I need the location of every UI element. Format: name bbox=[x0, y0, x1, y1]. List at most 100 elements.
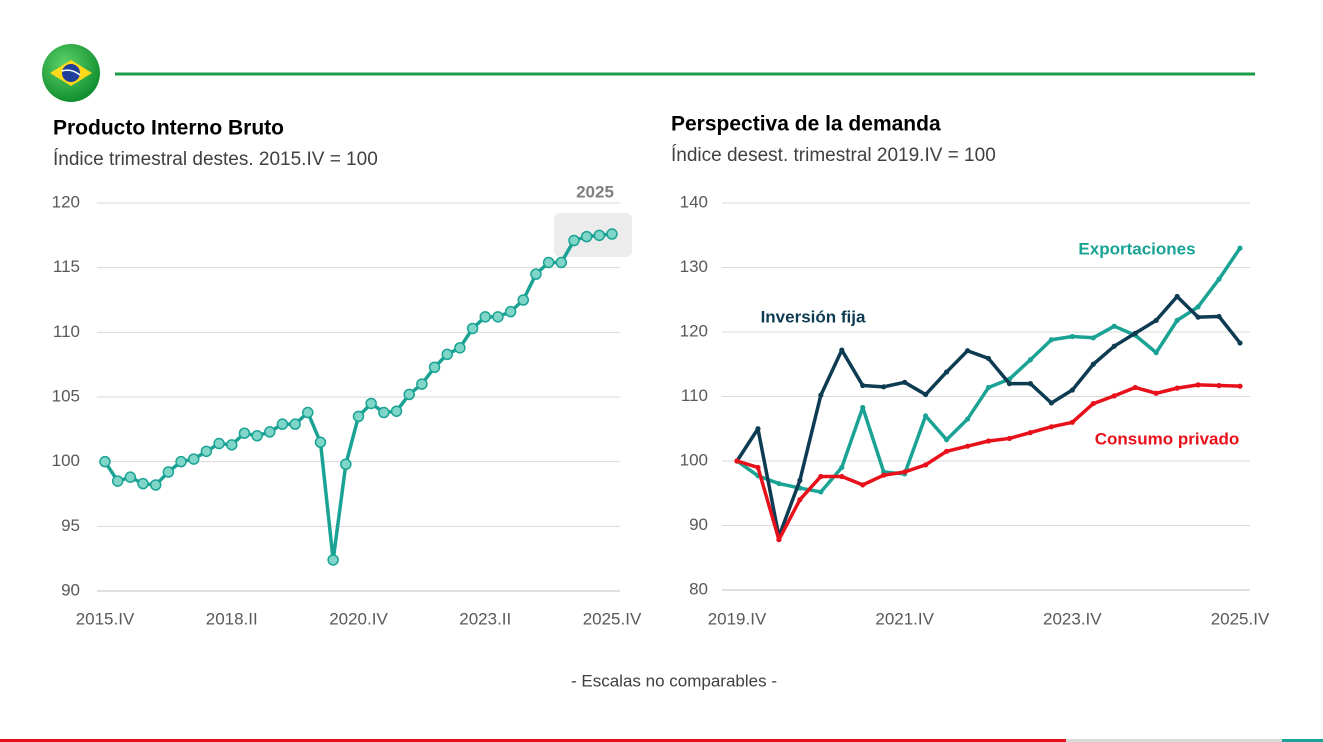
data-point bbox=[776, 537, 782, 543]
data-point bbox=[860, 404, 866, 411]
data-point bbox=[1027, 381, 1034, 387]
series-label: Consumo privado bbox=[1095, 429, 1240, 448]
y-tick-label: 95 bbox=[61, 516, 80, 535]
y-tick-label: 105 bbox=[52, 386, 80, 405]
data-point bbox=[1048, 424, 1054, 430]
series-label: Exportaciones bbox=[1078, 239, 1195, 258]
data-point bbox=[985, 355, 992, 362]
data-point bbox=[1216, 382, 1222, 389]
data-point bbox=[1111, 323, 1117, 329]
data-point bbox=[1069, 419, 1075, 425]
x-tick-label: 2020.IV bbox=[329, 609, 388, 628]
data-point bbox=[797, 497, 803, 503]
data-point bbox=[238, 427, 251, 439]
data-point bbox=[111, 475, 124, 487]
data-point bbox=[1090, 335, 1096, 341]
y-tick-label: 100 bbox=[680, 450, 708, 469]
data-point bbox=[226, 439, 238, 451]
data-point bbox=[964, 416, 971, 422]
data-point bbox=[289, 418, 301, 430]
data-point bbox=[1090, 361, 1096, 367]
data-point bbox=[403, 388, 415, 401]
data-point bbox=[264, 426, 276, 438]
footer-bar bbox=[1066, 739, 1282, 742]
data-point bbox=[441, 348, 453, 361]
data-point bbox=[555, 256, 568, 269]
data-point bbox=[517, 294, 530, 306]
data-point bbox=[923, 462, 929, 468]
data-point bbox=[985, 384, 992, 391]
y-tick-label: 110 bbox=[53, 322, 80, 341]
data-point bbox=[302, 406, 314, 419]
footer-bar bbox=[0, 739, 1066, 742]
data-point bbox=[985, 438, 992, 444]
data-point bbox=[137, 477, 149, 490]
data-point bbox=[943, 369, 950, 375]
data-point bbox=[1132, 384, 1138, 391]
x-tick-label: 2025.IV bbox=[583, 609, 642, 628]
data-point bbox=[1111, 393, 1117, 399]
data-point bbox=[251, 430, 263, 442]
data-point bbox=[352, 410, 365, 423]
y-tick-label: 80 bbox=[689, 579, 708, 598]
x-tick-label: 2015.IV bbox=[76, 609, 135, 628]
data-point bbox=[99, 455, 111, 468]
data-line bbox=[736, 383, 1241, 542]
y-tick-label: 140 bbox=[680, 192, 708, 211]
data-point bbox=[479, 311, 491, 323]
series-label: Inversión fija bbox=[761, 307, 866, 326]
data-point bbox=[606, 228, 618, 240]
data-point bbox=[327, 554, 339, 566]
chart-title: Producto Interno Bruto bbox=[53, 117, 284, 140]
data-point bbox=[1195, 304, 1201, 310]
data-line bbox=[735, 247, 1242, 494]
data-point bbox=[1132, 330, 1138, 336]
y-tick-label: 90 bbox=[689, 515, 708, 534]
data-point bbox=[1006, 381, 1013, 387]
data-point bbox=[466, 322, 479, 335]
data-point bbox=[818, 489, 824, 495]
data-point bbox=[162, 466, 175, 478]
y-tick-label: 130 bbox=[680, 257, 708, 276]
data-point bbox=[542, 256, 555, 269]
data-point bbox=[200, 445, 213, 458]
data-point bbox=[378, 406, 390, 419]
data-point bbox=[964, 348, 971, 354]
data-point bbox=[818, 392, 824, 398]
data-point bbox=[1174, 385, 1180, 391]
data-point bbox=[1237, 245, 1243, 251]
flag-icon bbox=[42, 44, 100, 102]
data-point bbox=[881, 384, 887, 390]
data-point bbox=[593, 229, 606, 242]
data-point bbox=[416, 378, 428, 390]
chart-title: Perspectiva de la demanda bbox=[671, 113, 941, 136]
data-point bbox=[149, 479, 162, 491]
data-point bbox=[839, 473, 845, 480]
x-tick-label: 2018.II bbox=[206, 609, 258, 628]
data-point bbox=[492, 311, 504, 323]
data-point bbox=[776, 480, 782, 487]
data-point bbox=[943, 437, 950, 443]
data-point bbox=[1237, 383, 1243, 389]
data-point bbox=[454, 342, 466, 354]
y-tick-label: 90 bbox=[61, 580, 80, 599]
data-point bbox=[734, 458, 740, 464]
data-point bbox=[1111, 343, 1117, 349]
data-point bbox=[1216, 313, 1222, 320]
footer-bar bbox=[1282, 739, 1323, 742]
x-tick-label: 2023.IV bbox=[1043, 609, 1102, 628]
data-point bbox=[580, 230, 593, 243]
data-point bbox=[175, 455, 187, 468]
data-point bbox=[1006, 435, 1013, 442]
data-point bbox=[1153, 350, 1159, 356]
data-point bbox=[187, 453, 200, 465]
data-point bbox=[797, 477, 803, 483]
x-tick-label: 2023.II bbox=[459, 609, 511, 628]
data-point bbox=[860, 482, 866, 488]
data-point bbox=[1195, 314, 1201, 320]
data-point bbox=[1195, 382, 1201, 388]
data-point bbox=[818, 473, 824, 480]
x-tick-label: 2025.IV bbox=[1211, 609, 1270, 628]
data-point bbox=[314, 436, 327, 449]
data-point bbox=[1174, 317, 1180, 323]
